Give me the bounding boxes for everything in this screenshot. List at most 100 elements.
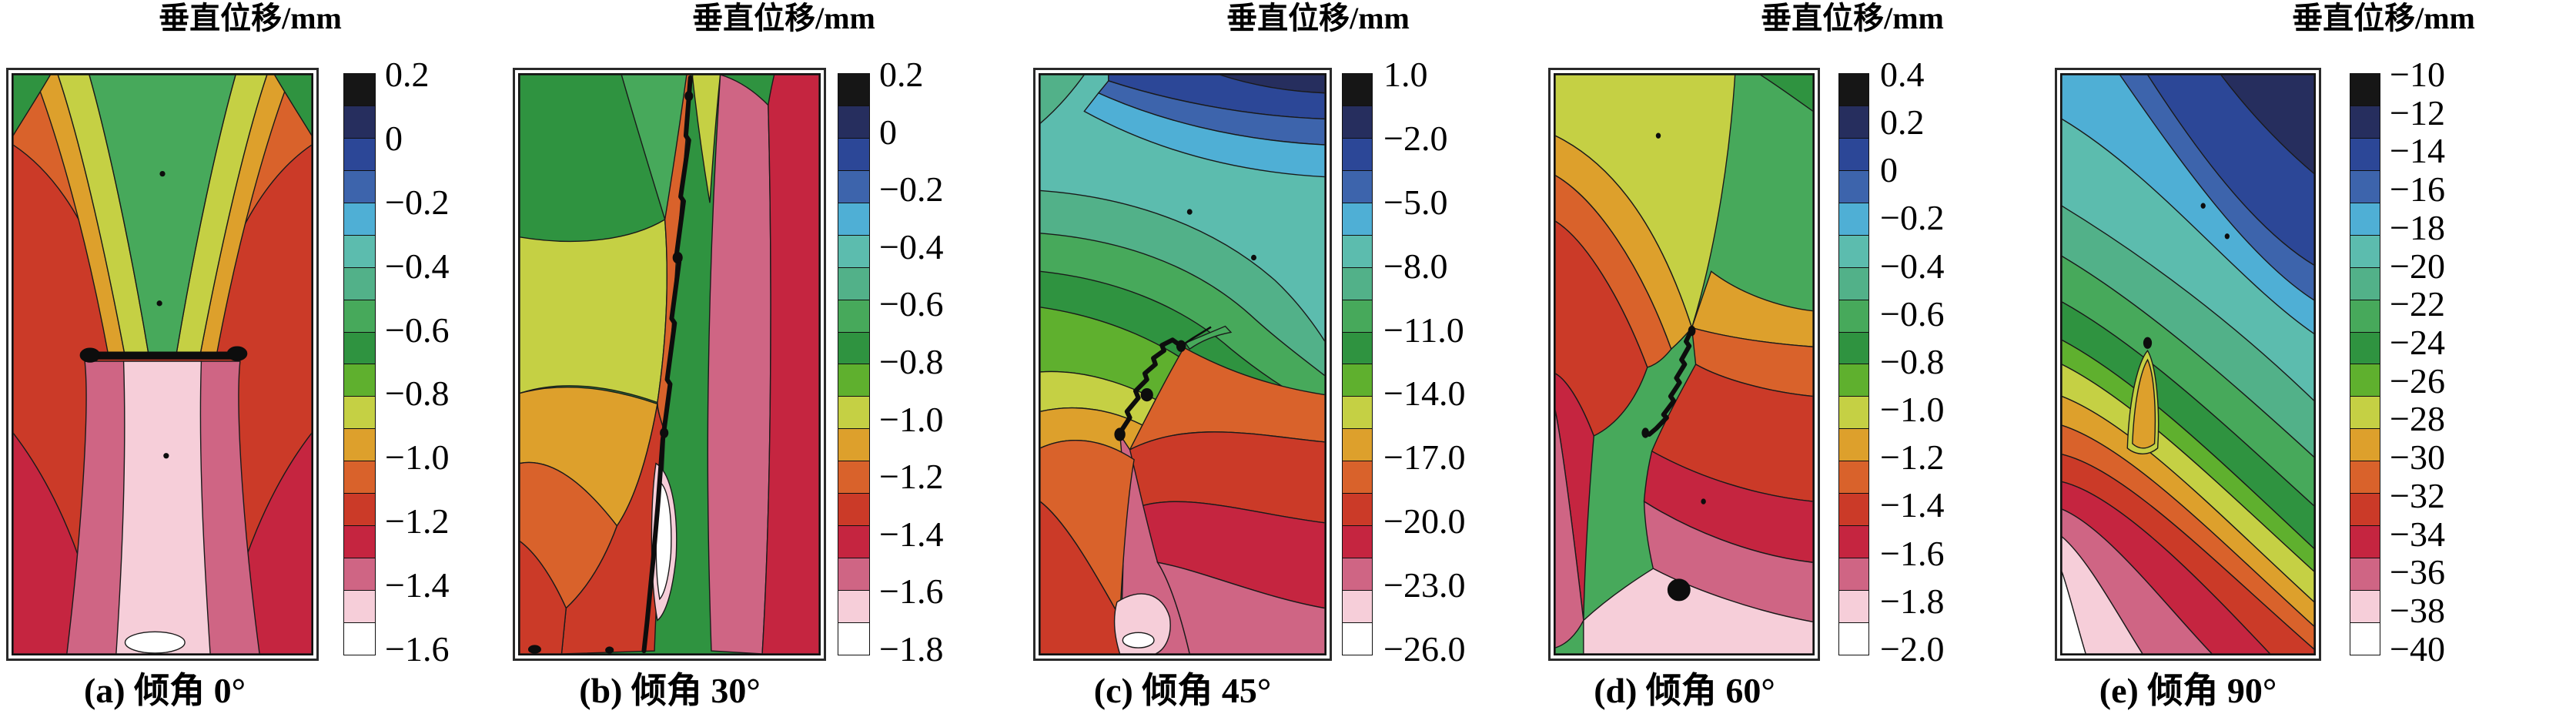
colorbar-segment	[2350, 364, 2380, 397]
colorbar-tick-label: −0.6	[879, 284, 944, 324]
colorbar-tick-label: −20	[2390, 246, 2445, 286]
colorbar-tick-label: 0.2	[1880, 102, 1925, 142]
colorbar-segment	[1343, 235, 1372, 268]
colorbar-tick-label: −26	[2390, 360, 2445, 401]
panel-e-title: 垂直位移/mm	[2292, 1, 2475, 35]
colorbar-segment	[1839, 591, 1868, 623]
colorbar-segment	[1839, 267, 1868, 300]
colorbar-segment	[838, 494, 869, 527]
colorbar-tick-label: −0.2	[1880, 198, 1945, 238]
plot-frame	[518, 73, 821, 655]
colorbar-segment	[838, 429, 869, 462]
colorbar-segment	[2350, 591, 2380, 623]
colorbar-segment	[838, 235, 869, 268]
colorbar-tick-label: −1.6	[385, 628, 450, 669]
colorbar-segment	[344, 622, 375, 655]
colorbar-segment	[2350, 235, 2380, 268]
colorbar-segment	[1839, 526, 1868, 559]
colorbar-tick-label: −0.2	[385, 182, 450, 222]
colorbar-segment	[838, 332, 869, 365]
colorbar-tick-label: 0	[879, 112, 897, 152]
colorbar-segment	[344, 106, 375, 139]
colorbar-segment	[2350, 397, 2380, 430]
colorbar-segment	[344, 526, 375, 559]
contour-map-e	[2062, 75, 2314, 654]
colorbar-segment	[1343, 74, 1372, 106]
colorbar-segment	[838, 300, 869, 333]
colorbar-tick-label: −38	[2390, 591, 2445, 631]
colorbar-segment	[1343, 558, 1372, 591]
contour-plot-dip-60	[1548, 68, 1820, 661]
colorbar-tick-label: −0.8	[385, 374, 450, 414]
colorbar-segment	[838, 526, 869, 559]
colorbar-segment	[1839, 397, 1868, 430]
colorbar-tick-label: −34	[2390, 514, 2445, 554]
colorbar-tick-label: −1.2	[1880, 437, 1945, 478]
colorbar-tick-label: 0.2	[879, 55, 924, 94]
colorbar-segment	[344, 591, 375, 623]
colorbar-tick-label: −1.4	[1880, 485, 1945, 525]
colorbar-segment	[1839, 300, 1868, 333]
colorbar-segment	[2350, 138, 2380, 171]
colorbar-tick-label: −11.0	[1383, 310, 1464, 350]
colorbar-d	[1838, 73, 1869, 655]
colorbar-segment	[2350, 300, 2380, 333]
colorbar-segment	[2350, 526, 2380, 559]
colorbar-segment	[344, 397, 375, 430]
colorbar-segment	[344, 429, 375, 462]
colorbar-segment	[838, 397, 869, 430]
colorbar-labels-a: 0.2 0 −0.2 −0.4 −0.6 −0.8 −1.0 −1.2 −1.4 −1.6	[385, 57, 449, 667]
colorbar-labels-d: 0.4 0.2 0 −0.2 −0.4 −0.6 −0.8 −1.0 −1.2 −1.4 −1.6 −…	[1880, 57, 1944, 667]
panel-e-caption: (e) 倾角 90°	[2099, 671, 2277, 710]
colorbar-segment	[344, 364, 375, 397]
plot-frame	[1554, 73, 1815, 655]
panel-b-caption: (b) 倾角 30°	[579, 671, 761, 710]
colorbar-segment	[1343, 300, 1372, 333]
colorbar-segment	[1343, 203, 1372, 236]
contour-map-b	[520, 75, 819, 654]
colorbar-segment	[1343, 461, 1372, 494]
plot-frame	[2060, 73, 2316, 655]
colorbar-segment	[1839, 622, 1868, 655]
plot-frame	[12, 73, 313, 655]
colorbar-tick-label: −24	[2390, 323, 2445, 363]
colorbar-segment	[838, 138, 869, 171]
colorbar-segment	[344, 74, 375, 106]
colorbar-segment	[1839, 235, 1868, 268]
contour-plot-dip-45	[1033, 68, 1332, 661]
colorbar-segment	[1343, 494, 1372, 527]
colorbar-segment	[344, 138, 375, 171]
colorbar-tick-label: −1.0	[1880, 390, 1945, 430]
colorbar-tick-label: −1.6	[1880, 533, 1945, 573]
colorbar-tick-label: 0.4	[1880, 55, 1925, 94]
colorbar-tick-label: −0.8	[879, 341, 944, 381]
colorbar-segment	[1839, 364, 1868, 397]
colorbar-segment	[344, 494, 375, 527]
colorbar-segment	[1839, 429, 1868, 462]
colorbar-tick-label: −10	[2390, 55, 2445, 94]
colorbar-segment	[838, 364, 869, 397]
colorbar-tick-label: −12	[2390, 92, 2445, 132]
colorbar-segment	[2350, 203, 2380, 236]
colorbar-segment	[838, 461, 869, 494]
colorbar-b	[838, 73, 870, 655]
colorbar-segment	[344, 235, 375, 268]
colorbar-segment	[2350, 74, 2380, 106]
colorbar-e	[2350, 73, 2380, 655]
colorbar-c	[1342, 73, 1373, 655]
colorbar-segment	[1839, 461, 1868, 494]
colorbar-tick-label: −2.0	[1383, 118, 1448, 158]
colorbar-segment	[344, 170, 375, 203]
colorbar-labels-e: −10 −12 −14 −16 −18 −20 −22 −24 −26 −28 −30 −32 −34−…	[2390, 57, 2445, 667]
colorbar-labels-c: 1.0 −2.0 −5.0 −8.0 −11.0 −14.0 −17.0 −20.0 −23.0…	[1383, 57, 1465, 667]
colorbar-segment	[838, 106, 869, 139]
colorbar-tick-label: −1.0	[879, 399, 944, 439]
colorbar-tick-label: −0.2	[879, 169, 944, 209]
colorbar-segment	[1839, 203, 1868, 236]
panel-c-caption: (c) 倾角 45°	[1093, 671, 1272, 710]
colorbar-tick-label: −36	[2390, 552, 2445, 592]
colorbar-tick-label: −22	[2390, 284, 2445, 324]
colorbar-tick-label: −0.4	[879, 226, 944, 266]
colorbar-segment	[1343, 170, 1372, 203]
